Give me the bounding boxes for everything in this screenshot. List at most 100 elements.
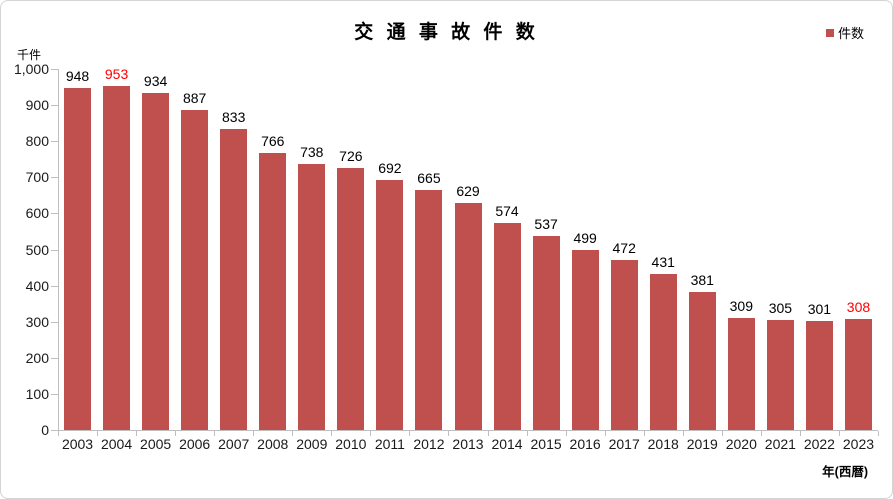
y-tick-label: 800 <box>25 133 49 150</box>
x-tick-mark <box>878 431 879 436</box>
bar-value-label: 301 <box>807 301 832 318</box>
bar-value-label: 308 <box>846 298 871 315</box>
x-tick-label: 2023 <box>842 436 875 452</box>
bar <box>220 129 248 430</box>
bar-value-label: 738 <box>300 143 324 160</box>
x-tick-mark <box>604 431 606 436</box>
y-tick-mark <box>51 213 58 215</box>
bar-value-label: 309 <box>729 298 753 315</box>
x-tick-mark <box>721 431 723 436</box>
y-tick-label: 500 <box>25 241 49 258</box>
chart-title: 交 通 事 故 件 数 <box>354 22 539 43</box>
x-tick-label: 2005 <box>140 436 172 452</box>
bar-value-label: 305 <box>768 299 793 316</box>
legend: 件数 <box>825 23 864 42</box>
y-tick-mark <box>51 430 58 431</box>
y-tick-label: 600 <box>25 205 49 222</box>
x-tick-label: 2013 <box>452 436 484 452</box>
bar <box>337 167 365 430</box>
bar <box>649 274 677 430</box>
bar-value-label: 431 <box>651 254 675 271</box>
y-tick-label: 200 <box>25 349 49 366</box>
bar <box>376 180 404 430</box>
y-tick-mark <box>51 249 58 251</box>
y-tick-mark <box>51 321 58 323</box>
bar-value-label: 953 <box>104 65 129 82</box>
bar-value-label: 574 <box>495 202 519 219</box>
x-tick-label: 2017 <box>608 436 640 452</box>
x-tick-mark <box>175 431 177 436</box>
bar <box>571 249 599 430</box>
x-tick-mark <box>214 431 216 436</box>
bar <box>727 318 755 430</box>
x-tick-mark <box>97 431 99 436</box>
bar <box>844 318 872 430</box>
bar-value-label: 887 <box>182 89 207 106</box>
y-tick-label: 0 <box>41 422 49 438</box>
x-tick-label: 2009 <box>296 436 328 452</box>
legend-label: 件数 <box>837 26 864 41</box>
x-tick-label: 2016 <box>569 436 601 452</box>
bar-value-label: 537 <box>534 216 558 233</box>
y-tick-label: 900 <box>25 97 49 114</box>
y-tick-mark <box>51 105 58 107</box>
x-tick-mark <box>487 431 489 436</box>
bar <box>805 321 833 430</box>
y-tick-mark <box>51 141 58 143</box>
x-tick-mark <box>643 431 645 436</box>
x-tick-label: 2022 <box>803 436 835 452</box>
x-tick-mark <box>799 431 801 436</box>
y-tick-mark <box>51 177 58 179</box>
x-tick-mark <box>682 431 684 436</box>
y-tick-label: 700 <box>25 169 49 186</box>
x-tick-label: 2011 <box>374 436 405 452</box>
x-tick-mark <box>760 431 762 436</box>
bar <box>415 189 443 430</box>
x-axis-title: 年(西暦) <box>822 465 868 479</box>
bar-value-label: 833 <box>222 109 246 126</box>
x-tick-label: 2012 <box>413 436 445 452</box>
x-tick-mark <box>331 431 333 436</box>
bar-value-label: 629 <box>456 182 480 199</box>
x-tick-label: 2007 <box>218 436 250 452</box>
y-tick-label: 400 <box>25 277 49 294</box>
x-tick-label: 2015 <box>530 436 562 452</box>
x-tick-label: 2020 <box>725 436 757 452</box>
bar-value-label: 692 <box>378 160 402 177</box>
bar-value-label: 934 <box>143 72 168 89</box>
bar-value-label: 381 <box>690 272 714 289</box>
x-tick-label: 2014 <box>491 436 523 452</box>
bar <box>688 292 716 430</box>
bar-value-label: 948 <box>65 67 90 84</box>
y-tick-mark <box>51 285 58 287</box>
y-axis-unit-label: 千件 <box>17 48 42 62</box>
x-tick-mark <box>292 431 294 436</box>
x-tick-mark <box>409 431 411 436</box>
bar <box>142 92 170 430</box>
x-tick-mark <box>370 431 372 436</box>
y-tick-label: 1,000 <box>13 61 49 77</box>
bar <box>454 202 482 430</box>
y-axis-line <box>58 69 59 430</box>
x-tick-mark <box>565 431 567 436</box>
x-tick-mark <box>838 431 840 436</box>
bar-value-label: 665 <box>417 169 441 186</box>
x-tick-label: 2010 <box>335 436 367 452</box>
bar-value-label: 726 <box>339 147 363 164</box>
bar <box>493 222 521 430</box>
x-tick-label: 2006 <box>179 436 211 452</box>
bar-value-label: 766 <box>261 133 285 150</box>
x-tick-label: 2018 <box>647 436 679 452</box>
x-tick-mark <box>136 431 138 436</box>
x-tick-mark <box>253 431 255 436</box>
bar <box>610 259 638 430</box>
y-tick-mark <box>51 357 58 359</box>
x-tick-label: 2004 <box>100 436 133 452</box>
bar-value-label: 499 <box>573 229 597 246</box>
y-tick-label: 100 <box>25 385 49 402</box>
x-tick-label: 2021 <box>764 436 796 452</box>
bar <box>259 153 287 430</box>
bar <box>532 236 560 430</box>
x-tick-label: 2019 <box>686 436 718 452</box>
